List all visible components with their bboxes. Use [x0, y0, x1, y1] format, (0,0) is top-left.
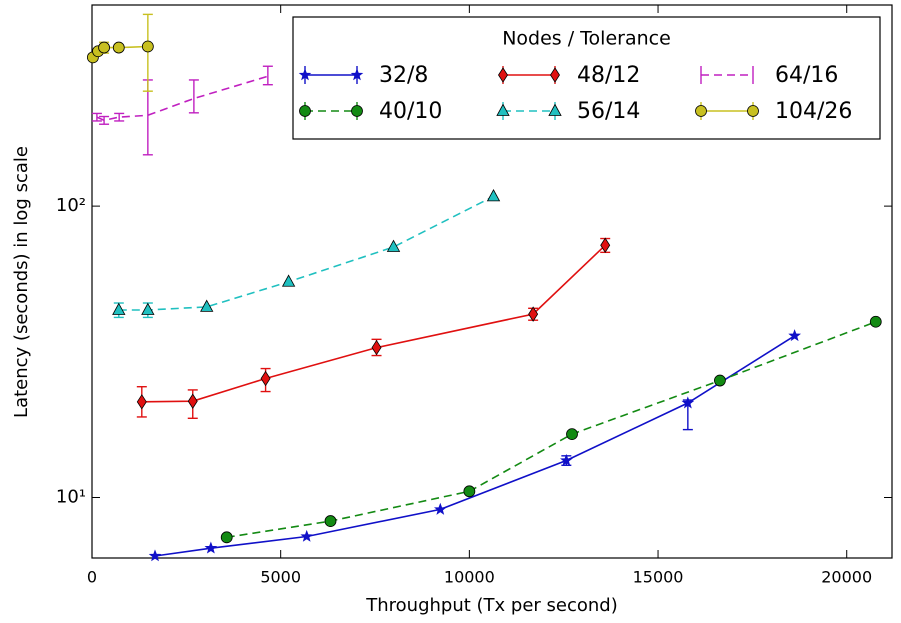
legend-label: 56/14 [577, 99, 640, 124]
legend-label: 32/8 [379, 63, 428, 88]
marker [112, 302, 126, 315]
x-tick-label: 5000 [260, 568, 301, 587]
marker [386, 239, 401, 252]
marker [136, 394, 147, 410]
marker [220, 531, 233, 544]
marker [463, 485, 476, 498]
marker [869, 315, 882, 328]
marker [98, 41, 110, 54]
legend-marker [299, 105, 311, 117]
plot-frame [91, 4, 893, 559]
marker [300, 529, 313, 542]
legend-marker [350, 68, 364, 81]
legend-marker [550, 67, 560, 83]
marker [112, 41, 125, 54]
series-line [226, 321, 877, 539]
marker [560, 453, 573, 466]
y-tick-label: 10¹ [56, 487, 86, 508]
legend-label: 104/26 [775, 99, 852, 124]
marker [681, 396, 695, 409]
legend-box [292, 16, 881, 140]
marker [714, 374, 726, 387]
series-line [96, 75, 269, 122]
marker [324, 515, 337, 527]
marker [434, 502, 447, 515]
marker [141, 40, 154, 53]
legend-marker [298, 68, 312, 81]
legend-marker [351, 105, 363, 117]
series-line [141, 244, 606, 403]
x-tick-label: 0 [87, 568, 97, 587]
marker [371, 339, 382, 356]
legend-marker [747, 105, 759, 117]
marker [141, 302, 155, 315]
marker [788, 329, 801, 342]
series-line [118, 195, 494, 311]
marker [260, 370, 271, 387]
legend-marker [695, 105, 707, 117]
legend-marker [498, 67, 508, 83]
marker [486, 189, 501, 202]
marker [281, 274, 296, 287]
marker [200, 299, 214, 312]
legend-label: 64/16 [775, 63, 838, 88]
marker [566, 428, 578, 441]
x-tick-label: 10000 [444, 568, 495, 587]
x-axis-label: Throughput (Tx per second) [365, 595, 618, 616]
y-axis-label: Latency (seconds) in log scale [11, 146, 32, 418]
legend-title: Nodes / Tolerance [502, 28, 671, 50]
legend-label: 48/12 [577, 63, 640, 88]
y-tick-label: 10² [56, 195, 86, 216]
x-tick-label: 20000 [821, 568, 872, 587]
marker [600, 237, 611, 253]
marker [148, 549, 162, 562]
marker [187, 393, 198, 409]
legend-marker [548, 103, 562, 116]
marker [204, 541, 218, 554]
legend-label: 40/10 [379, 99, 442, 124]
legend-marker [496, 103, 510, 116]
marker [528, 306, 539, 322]
x-tick-label: 15000 [633, 568, 684, 587]
series-line [154, 335, 796, 557]
